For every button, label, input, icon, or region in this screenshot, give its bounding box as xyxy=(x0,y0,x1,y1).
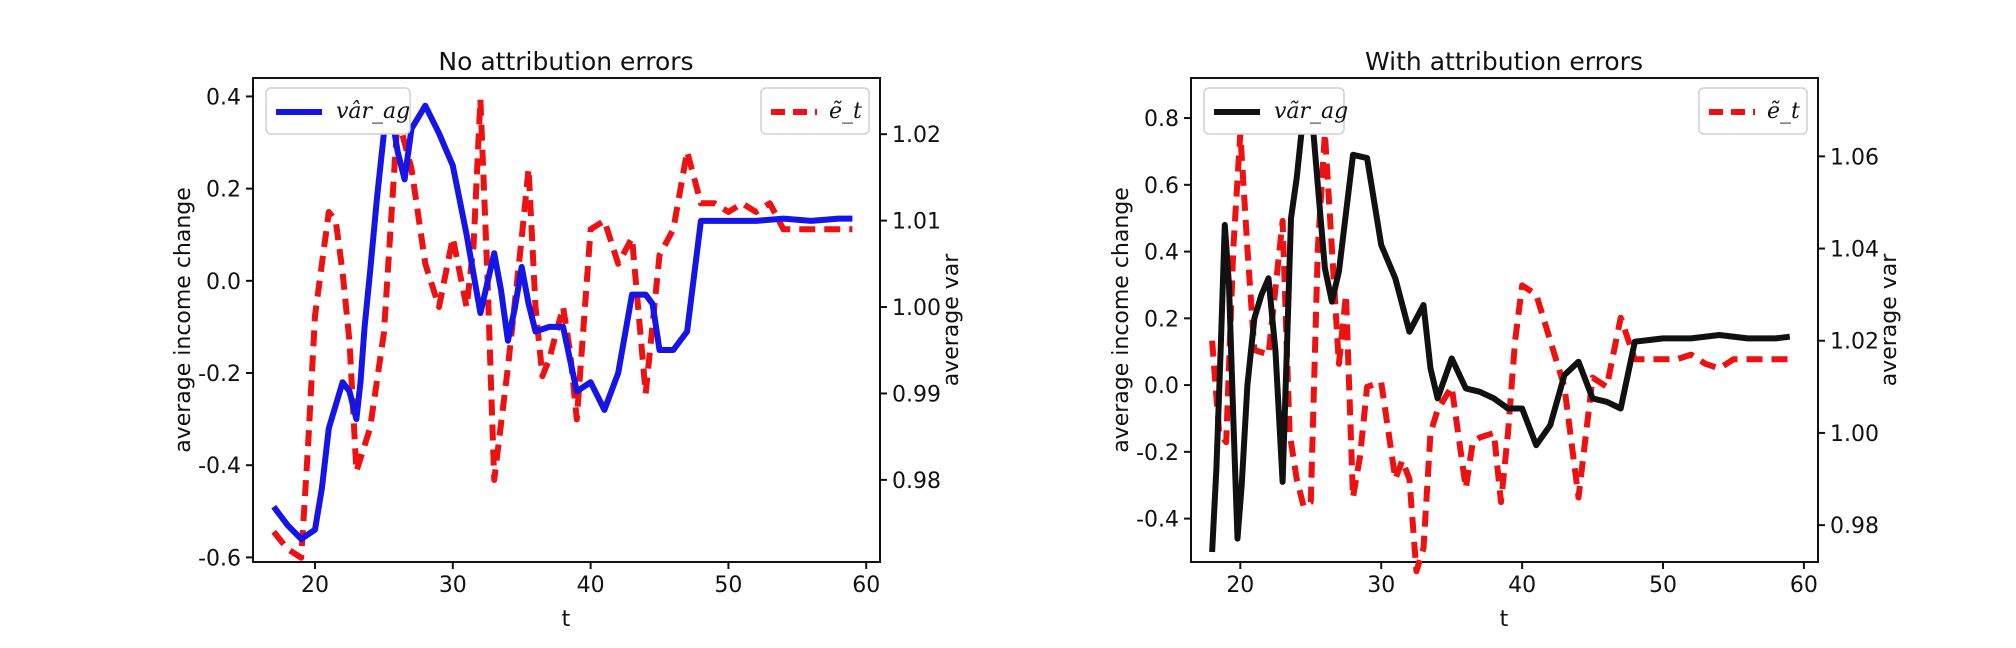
x-tick-label: 30 xyxy=(439,573,467,598)
y2-tick-label: 0.98 xyxy=(1830,514,1879,539)
panel-with-attribution-errors: 20 30 40 50 60 -0.4 -0.2 0.0 0.2 0.4 0.6 0.8 0.98 1… xyxy=(1109,47,1902,632)
legend-left: vâr_ag xyxy=(265,87,411,135)
legend-right: ẽ_t xyxy=(760,87,870,135)
chart-title: No attribution errors xyxy=(438,47,693,76)
y-tick-label: 0.8 xyxy=(1144,107,1179,132)
legend-label: ẽ_t xyxy=(829,99,862,124)
y-tick-label: -0.4 xyxy=(198,454,241,479)
y2-ticks: 0.98 1.00 1.02 1.04 1.06 xyxy=(1818,145,1879,539)
plot-frame xyxy=(252,77,881,563)
series-line-var-ag xyxy=(271,102,853,542)
y2-axis-label: average var xyxy=(1877,253,1902,387)
y2-tick-label: 1.02 xyxy=(892,123,941,148)
x-tick-label: 50 xyxy=(1649,573,1677,598)
chart-title: With attribution errors xyxy=(1365,47,1643,76)
x-tick-label: 40 xyxy=(1508,573,1536,598)
y-tick-label: 0.0 xyxy=(1144,374,1179,399)
x-ticks: 20 30 40 50 60 xyxy=(1226,562,1818,598)
y2-tick-label: 0.99 xyxy=(892,382,941,407)
y-axis-label: average income change xyxy=(1109,187,1134,453)
x-ticks: 20 30 40 50 60 xyxy=(301,562,880,598)
y-tick-label: -0.2 xyxy=(1136,441,1179,466)
series-line-e-t xyxy=(271,96,853,561)
y2-tick-label: 1.01 xyxy=(892,210,941,235)
y-tick-label: 0.2 xyxy=(1144,307,1179,332)
y2-tick-label: 1.06 xyxy=(1830,145,1879,170)
x-tick-label: 20 xyxy=(1226,573,1254,598)
x-tick-label: 20 xyxy=(301,573,329,598)
y-tick-label: -0.2 xyxy=(198,362,241,387)
x-tick-label: 50 xyxy=(714,573,742,598)
series-layer xyxy=(1209,101,1791,575)
y-tick-label: -0.4 xyxy=(1136,508,1179,533)
x-axis-label: t xyxy=(562,607,571,632)
y-ticks: -0.6 -0.4 -0.2 0.0 0.2 0.4 xyxy=(198,85,253,571)
y2-ticks: 0.98 0.99 1.00 1.01 1.02 xyxy=(880,123,941,494)
y2-tick-label: 1.00 xyxy=(892,296,941,321)
y2-tick-label: 0.98 xyxy=(892,469,941,494)
y-axis-label: average income change xyxy=(171,187,196,453)
y2-tick-label: 1.04 xyxy=(1830,238,1879,263)
legend-box xyxy=(265,87,411,135)
x-tick-label: 60 xyxy=(1790,573,1818,598)
x-tick-label: 60 xyxy=(852,573,880,598)
y2-tick-label: 1.00 xyxy=(1830,422,1879,447)
legend-label: ẽ_t xyxy=(1767,99,1800,124)
x-axis-label: t xyxy=(1500,607,1509,632)
y-tick-label: 0.4 xyxy=(1144,241,1179,266)
y2-tick-label: 1.02 xyxy=(1830,330,1879,355)
y-tick-label: 0.4 xyxy=(206,85,241,110)
x-tick-label: 40 xyxy=(577,573,605,598)
legend-right: ẽ_t xyxy=(1698,87,1808,135)
x-tick-label: 30 xyxy=(1367,573,1395,598)
legend-box xyxy=(1203,87,1345,135)
y-tick-label: 0.6 xyxy=(1144,174,1179,199)
y-tick-label: 0.0 xyxy=(206,270,241,295)
plot-frame xyxy=(1190,77,1819,563)
legend-label: vâr_ag xyxy=(336,99,410,124)
y-tick-label: 0.2 xyxy=(206,178,241,203)
series-layer xyxy=(271,96,853,561)
y-tick-label: -0.6 xyxy=(198,546,241,571)
series-line-var-ag xyxy=(1209,101,1791,553)
y2-axis-label: average var xyxy=(939,253,964,387)
legend-label: vãr_ag xyxy=(1274,99,1348,124)
series-line-e-t xyxy=(1209,130,1790,575)
panel-no-attribution-errors: 20 30 40 50 60 -0.6-0.4-0.20.00.20.4 0.980.9… xyxy=(171,47,964,632)
y-ticks: -0.4 -0.2 0.0 0.2 0.4 0.6 0.8 xyxy=(1136,107,1191,533)
legend-left: vãr_ag xyxy=(1203,87,1348,135)
